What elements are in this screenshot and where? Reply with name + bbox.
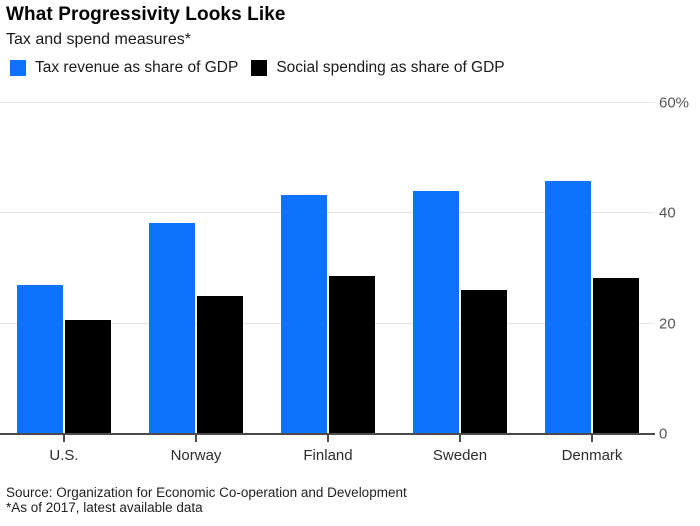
y-axis-label-20: 20 [659,315,676,333]
x-axis-tick-denmark [591,435,593,442]
x-axis-cell-denmark: Denmark [545,435,639,469]
x-axis-tick-u-s [63,435,65,442]
x-axis-cell-sweden: Sweden [413,435,507,469]
bar-tax-revenue-as-share-of-gdp-norway [149,223,195,434]
chart-footer: Source: Organization for Economic Co-ope… [6,485,407,515]
x-axis-tick-sweden [459,435,461,442]
gridline-60 [0,102,655,103]
bar-tax-revenue-as-share-of-gdp-denmark [545,180,591,434]
gridline-20 [0,322,655,324]
bar-group-denmark [545,180,639,434]
bar-tax-revenue-as-share-of-gdp-sweden [413,191,459,434]
x-axis-cell-finland: Finland [281,435,375,469]
x-axis-cell-u-s: U.S. [17,435,111,469]
x-axis-tick-finland [327,435,329,442]
x-axis-tick-norway [195,435,197,442]
y-axis-label-60: 60% [659,94,690,112]
y-axis-label-40: 40 [659,204,676,222]
bar-tax-revenue-as-share-of-gdp-u-s [17,284,63,434]
source-note: Source: Organization for Economic Co-ope… [6,485,407,500]
bar-group-finland [281,195,375,434]
legend-label: Social spending as share of GDP [276,59,505,76]
y-axis-label-0: 0 [659,425,668,443]
bar-group-sweden [413,191,507,434]
x-axis-cell-norway: Norway [149,435,243,469]
bar-social-spending-as-share-of-gdp-u-s [65,319,111,434]
bar-groups [0,103,655,434]
chart-title: What Progressivity Looks Like [6,4,286,25]
bar-tax-revenue-as-share-of-gdp-finland [281,195,327,434]
bar-chart-plot: 0 20 40 60% [0,95,700,443]
legend: Tax revenue as share of GDP Social spend… [10,59,505,77]
bar-group-norway [149,223,243,434]
x-axis-label-denmark: Denmark [561,447,623,464]
legend-item-tax-revenue: Tax revenue as share of GDP [10,59,238,77]
bar-social-spending-as-share-of-gdp-norway [197,296,243,434]
bar-social-spending-as-share-of-gdp-sweden [461,290,507,434]
gridline-40 [0,212,655,214]
asterisk-note: *As of 2017, latest available data [6,500,203,515]
x-axis-label-sweden: Sweden [432,447,488,464]
x-axis-label-norway: Norway [170,447,222,464]
x-axis-line [0,433,655,435]
legend-item-social-spending: Social spending as share of GDP [251,59,505,77]
x-axis-label-u-s: U.S. [49,447,79,464]
chart-subtitle: Tax and spend measures* [6,31,191,48]
legend-swatch-blue-icon [10,60,26,76]
bar-social-spending-as-share-of-gdp-finland [329,275,375,434]
x-axis-label-finland: Finland [303,447,353,464]
legend-label: Tax revenue as share of GDP [35,59,239,76]
bar-group-u-s [17,284,111,434]
x-axis: U.S. Norway Finland Sweden Denmark [0,435,655,469]
bar-social-spending-as-share-of-gdp-denmark [593,277,639,434]
legend-swatch-black-icon [251,60,268,76]
